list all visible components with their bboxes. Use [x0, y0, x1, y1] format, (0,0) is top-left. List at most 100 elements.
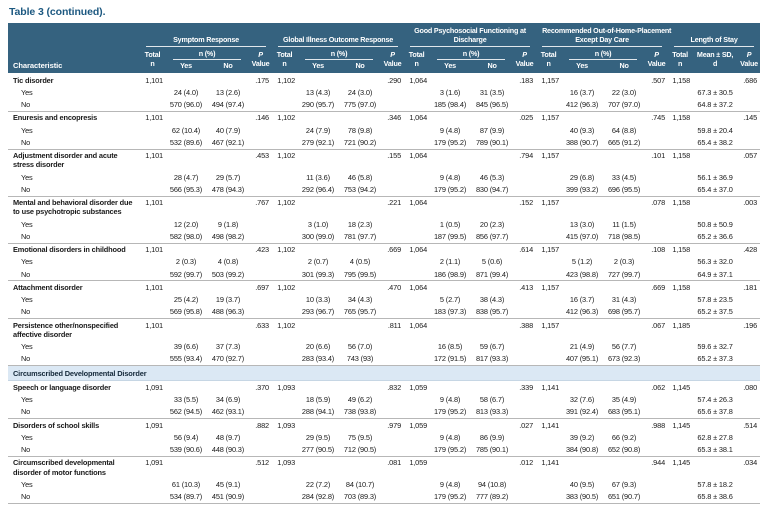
no-cell: 37 (7.3)	[215, 342, 241, 351]
no-cell	[603, 195, 646, 218]
total-n-cell: 1,064	[404, 242, 430, 256]
no-cell: 817 (93.3)	[475, 354, 509, 364]
total-n-cell: 1,185	[668, 318, 693, 341]
total-n-cell	[404, 444, 429, 457]
p-value-cell	[738, 491, 760, 504]
p-value-cell	[645, 256, 668, 268]
total-n-cell: 1,059	[404, 380, 430, 394]
p-value-cell	[249, 171, 272, 183]
no-cell: 845 (96.5)	[475, 100, 509, 109]
yes-cell: 24 (7.9)	[305, 125, 331, 135]
no-cell	[207, 110, 249, 124]
total-n-cell	[404, 256, 429, 268]
col-header-no: No	[207, 60, 249, 73]
no-cell	[207, 148, 249, 171]
yes-cell: 283 (93.4)	[301, 354, 335, 364]
p-value-cell: .025	[513, 110, 537, 124]
p-value-cell: .512	[249, 455, 273, 479]
yes-cell: 569 (95.8)	[169, 307, 203, 317]
p-value-cell	[381, 353, 404, 366]
p-value-cell: .686	[743, 75, 758, 85]
yes-cell: 186 (98.9)	[433, 269, 467, 279]
yes-cell	[561, 242, 604, 256]
disorder-label: Attachment disorder	[8, 280, 140, 294]
p-value-cell	[381, 124, 404, 136]
no-cell	[339, 242, 382, 256]
p-value-cell	[645, 406, 668, 419]
p-value-cell: .669	[381, 242, 405, 256]
total-n-cell	[536, 491, 561, 504]
total-n-cell: 1,157	[536, 110, 562, 124]
p-value-cell: .745	[645, 110, 669, 124]
no-cell: 58 (6.7)	[479, 395, 505, 404]
no-cell	[207, 73, 249, 86]
total-n-cell: 1,101	[140, 242, 165, 256]
yes-cell: 383 (90.5)	[565, 492, 599, 501]
total-n-cell	[272, 99, 297, 112]
p-value-cell	[381, 431, 404, 443]
yes-cell: 9 (4.8)	[439, 172, 461, 182]
group-header-psychosocial: Good Psychosocial Functioning at Discharg…	[404, 23, 537, 47]
no-cell: 31 (3.5)	[479, 87, 505, 97]
p-value-cell: .175	[255, 75, 270, 85]
total-n-cell	[272, 444, 297, 457]
no-cell: 738 (93.8)	[343, 407, 377, 417]
p-value-cell	[645, 268, 668, 281]
p-value-cell	[738, 99, 760, 112]
no-cell	[207, 418, 249, 432]
level-row: No 555 (93.4) 470 (92.7) 283 (93.4) 743 (93)…	[8, 353, 760, 366]
no-cell: 4 (0.8)	[217, 257, 239, 267]
yes-cell	[429, 455, 472, 479]
yes-cell	[561, 280, 604, 294]
mean-sd-cell: 65.4 ± 38.2	[697, 137, 733, 147]
yes-cell	[297, 242, 340, 256]
no-cell: 498 (98.2)	[211, 231, 245, 241]
p-value-cell: .081	[381, 455, 405, 479]
level-label: Yes	[21, 125, 33, 135]
level-row: Yes 28 (4.7) 29 (5.7) 11 (3.6) 46 (5.8) 9 (4.…	[8, 171, 760, 183]
total-n-cell	[404, 218, 429, 230]
total-n-cell	[668, 86, 692, 98]
p-value-cell	[738, 136, 760, 149]
total-n-cell	[404, 353, 429, 366]
level-row: Yes 2 (0.3) 4 (0.8) 2 (0.7) 4 (0.5) 2 (1.1) 5 …	[8, 256, 760, 268]
level-row: No 562 (94.5) 462 (93.1) 288 (94.1) 738 (93.…	[8, 406, 760, 419]
total-n-cell	[668, 478, 692, 490]
level-label: No	[21, 354, 31, 364]
yes-cell: 412 (96.3)	[565, 307, 599, 317]
p-value-cell	[513, 86, 536, 98]
total-n-cell: 1,145	[668, 455, 693, 479]
p-value-cell	[381, 444, 404, 457]
p-value-cell: .979	[381, 418, 405, 432]
mean-sd-cell: 65.2 ± 37.5	[697, 307, 733, 317]
yes-cell: 10 (3.3)	[305, 295, 331, 304]
yes-cell	[165, 242, 207, 256]
no-cell: 652 (90.8)	[607, 445, 641, 454]
col-header-yes: Yes	[297, 60, 340, 73]
no-cell	[471, 148, 514, 171]
p-value-cell: .633	[249, 318, 273, 341]
total-n-cell	[272, 183, 297, 196]
no-cell: 683 (95.1)	[607, 407, 641, 417]
no-cell: 721 (90.2)	[343, 137, 377, 147]
no-cell: 775 (97.0)	[343, 100, 377, 109]
total-n-cell	[536, 230, 561, 243]
total-n-cell: 1,158	[668, 242, 693, 256]
total-n-cell	[536, 183, 561, 196]
yes-cell: 592 (99.7)	[169, 269, 203, 279]
no-cell: 46 (5.3)	[479, 172, 505, 182]
level-label: Yes	[21, 257, 33, 267]
total-n-cell: 1,102	[272, 195, 298, 218]
p-value-cell	[513, 478, 536, 490]
no-cell	[603, 280, 646, 294]
yes-cell: 16 (3.7)	[569, 295, 595, 304]
yes-cell: 21 (4.9)	[569, 342, 595, 351]
total-n-cell	[536, 268, 561, 281]
total-n-cell: 1,145	[668, 380, 693, 394]
no-cell: 64 (8.8)	[611, 125, 637, 135]
yes-cell	[429, 242, 472, 256]
mean-sd-cell	[692, 148, 739, 171]
p-value-cell	[381, 99, 404, 112]
disorder-label: Emotional disorders in childhood	[8, 242, 140, 256]
yes-cell	[429, 318, 472, 341]
